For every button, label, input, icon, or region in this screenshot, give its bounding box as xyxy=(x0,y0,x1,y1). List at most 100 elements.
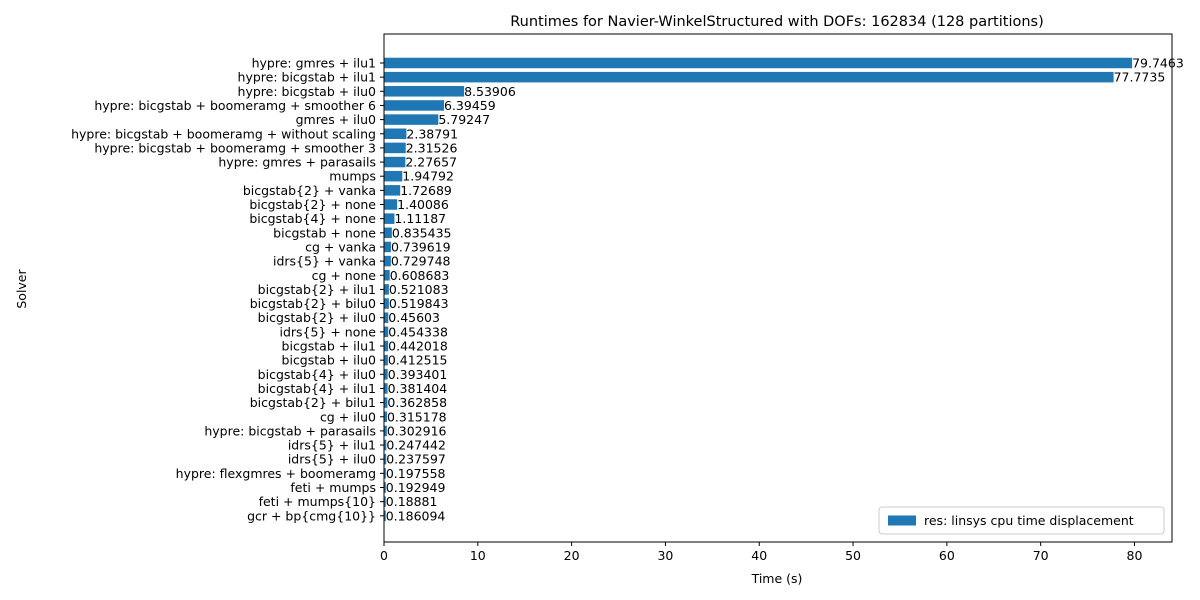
y-tick-label: feti + mumps xyxy=(290,480,376,495)
bar xyxy=(384,241,391,253)
bar-value-label: 0.739619 xyxy=(391,239,451,254)
bar xyxy=(384,453,387,465)
bar-value-label: 2.38791 xyxy=(406,126,458,141)
y-tick-label: hypre: bicgstab + parasails xyxy=(204,423,376,438)
legend-label: res: linsys cpu time displacement xyxy=(924,513,1134,528)
x-tick-label: 40 xyxy=(751,548,767,563)
bar xyxy=(384,312,389,323)
bar-value-label: 0.835435 xyxy=(392,225,452,240)
y-tick-label: hypre: bicgstab + boomeramg + smoother 6 xyxy=(94,98,376,113)
y-tick-label: bicgstab{4} + none xyxy=(249,211,376,226)
y-tick-label: idrs{5} + vanka xyxy=(273,254,376,269)
bar-value-label: 2.27657 xyxy=(405,155,457,170)
y-tick-label: cg + ilu0 xyxy=(320,409,376,424)
y-tick-label: idrs{5} + ilu0 xyxy=(288,452,376,467)
bar xyxy=(384,114,439,125)
y-tick-label: bicgstab{2} + ilu1 xyxy=(258,282,376,297)
bar xyxy=(384,482,386,493)
y-tick-label: hypre: bicgstab + boomeramg + without sc… xyxy=(71,126,376,141)
y-tick-label: bicgstab + none xyxy=(273,225,376,240)
bar-value-label: 0.412515 xyxy=(388,353,448,368)
bar xyxy=(384,128,407,139)
y-tick-label: bicgstab{2} + bilu1 xyxy=(250,395,376,410)
bar xyxy=(384,397,388,408)
chart-title: Runtimes for Navier-WinkelStructured wit… xyxy=(510,14,1044,30)
bar-value-label: 5.79247 xyxy=(438,112,490,127)
bar xyxy=(384,86,465,97)
bar xyxy=(384,326,389,338)
bar-value-label: 8.53906 xyxy=(464,84,516,99)
legend-box xyxy=(878,506,1165,535)
y-tick-label: hypre: bicgstab + ilu0 xyxy=(238,84,377,99)
y-tick-label: bicgstab{2} + vanka xyxy=(243,183,376,198)
bar-value-label: 0.442018 xyxy=(388,339,448,354)
x-tick-label: 30 xyxy=(657,548,673,563)
bar-value-label: 0.247442 xyxy=(386,438,446,453)
bar-value-label: 0.362858 xyxy=(387,395,447,410)
bar xyxy=(384,255,391,267)
y-tick-label: cg + vanka xyxy=(305,239,376,254)
y-tick-label: gmres + ilu0 xyxy=(296,112,376,127)
bar-value-label: 77.7735 xyxy=(1114,70,1166,85)
x-tick-label: 50 xyxy=(845,548,861,563)
bar-value-label: 0.45603 xyxy=(388,310,440,325)
bar xyxy=(384,71,1114,83)
y-tick-label: bicgstab{2} + none xyxy=(249,197,376,212)
bar xyxy=(384,496,386,507)
bar-value-label: 6.39459 xyxy=(444,98,496,113)
bar xyxy=(384,156,406,168)
bar xyxy=(384,270,390,281)
x-ticks: 0 10 20 30 40 50 60 70 80 xyxy=(380,542,1142,563)
bar-value-label: 0.18881 xyxy=(386,494,438,509)
y-tick-label: bicgstab + ilu1 xyxy=(282,339,376,354)
bar-value-label: 1.11187 xyxy=(394,211,446,226)
x-tick-label: 70 xyxy=(1033,548,1049,563)
y-tick-label: mumps xyxy=(329,169,376,184)
bar-value-label: 0.197558 xyxy=(386,466,446,481)
bar xyxy=(384,369,388,380)
y-tick-label: gcr + bp{cmg{10}} xyxy=(247,508,376,523)
x-tick-label: 20 xyxy=(564,548,580,563)
y-tick-label: bicgstab{2} + bilu0 xyxy=(250,296,376,311)
bar xyxy=(384,100,444,111)
bar xyxy=(384,298,389,309)
y-tick-label: hypre: gmres + ilu1 xyxy=(252,56,376,71)
bar-value-label: 0.192949 xyxy=(386,480,446,495)
x-tick-label: 10 xyxy=(470,548,486,563)
y-tick-label: hypre: bicgstab + ilu1 xyxy=(238,70,376,85)
axes-frame xyxy=(383,33,1173,543)
y-tick-label: cg + none xyxy=(312,268,377,283)
bar-value-label: 0.186094 xyxy=(386,508,446,523)
y-tick-label: bicgstab{4} + ilu0 xyxy=(258,367,376,382)
bar-value-label: 0.381404 xyxy=(388,381,448,396)
legend: res: linsys cpu time displacement xyxy=(878,506,1165,535)
bar-value-label: 0.608683 xyxy=(390,268,450,283)
bar-value-label: 0.519843 xyxy=(389,296,449,311)
bar-value-label: 1.40086 xyxy=(397,197,449,212)
y-tick-label: idrs{5} + none xyxy=(279,324,376,339)
bar xyxy=(384,170,403,182)
bar-value-label: 1.72689 xyxy=(400,183,452,198)
bar xyxy=(384,142,406,154)
bar xyxy=(384,411,387,422)
bar-value-label: 1.94792 xyxy=(402,169,454,184)
y-tick-label: bicgstab + ilu0 xyxy=(282,353,377,368)
bar xyxy=(384,199,398,210)
bar-value-label: 0.729748 xyxy=(391,254,451,269)
bar xyxy=(384,284,389,295)
bar-value-label: 0.302916 xyxy=(387,423,447,438)
y-tick-label: idrs{5} + ilu1 xyxy=(288,438,376,453)
bar-value-label: 0.237597 xyxy=(386,452,446,467)
bar-value-label: 2.31526 xyxy=(406,140,458,155)
bar xyxy=(384,510,386,522)
bar-value-label: 0.521083 xyxy=(389,282,449,297)
y-tick-label: hypre: bicgstab + boomeramg + smoother 3 xyxy=(94,140,376,155)
y-tick-label: hypre: flexgmres + boomeramg xyxy=(176,466,376,481)
x-axis-label: Time (s) xyxy=(751,571,803,586)
bar xyxy=(384,227,392,239)
bar xyxy=(384,340,389,352)
bar xyxy=(384,185,401,196)
